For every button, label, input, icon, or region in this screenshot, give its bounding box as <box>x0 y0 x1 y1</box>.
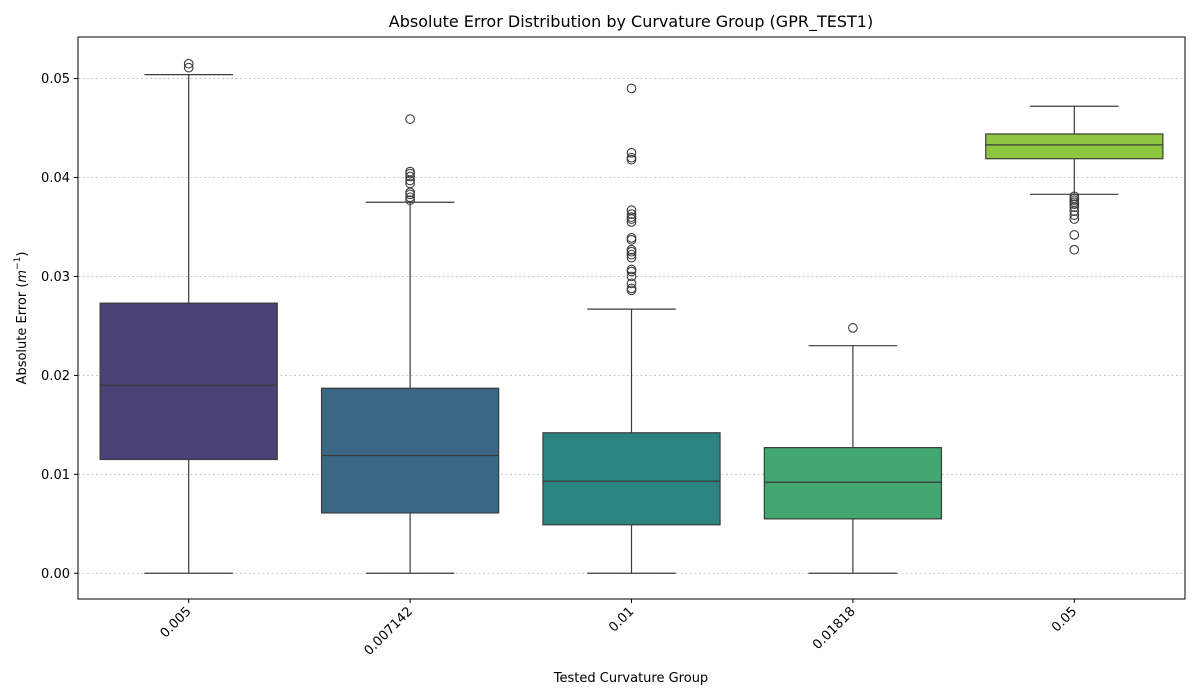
y-axis-label: Absolute Error (m−1) <box>13 252 30 385</box>
outlier-point <box>626 283 637 294</box>
outlier-point <box>405 178 415 189</box>
y-tick-label: 0.01 <box>41 468 70 483</box>
outlier-point <box>626 278 637 289</box>
outlier-point <box>405 195 415 206</box>
x-tick-label: 0.007142 <box>361 604 415 658</box>
y-tick-label: 0.04 <box>41 171 70 186</box>
y-axis-label-exponent: −1 <box>13 257 23 270</box>
outlier-point <box>626 212 637 222</box>
x-axis-ticks: 0.005 0.007142 0.01 0.01818 0.05 <box>158 599 1080 659</box>
outlier-point <box>405 171 415 182</box>
y-tick-label: 0.00 <box>41 567 70 582</box>
outlier-point <box>626 233 637 243</box>
outlier-point <box>405 187 415 198</box>
outlier-point <box>848 323 858 333</box>
y-tick-label: 0.02 <box>41 369 70 384</box>
chart-title: Absolute Error Distribution by Curvature… <box>389 12 873 32</box>
box-group <box>542 83 721 574</box>
y-axis-ticks: 0.00 0.01 0.02 0.03 0.04 0.05 <box>41 72 78 582</box>
outlier-point <box>183 62 194 73</box>
outlier-point <box>1069 244 1080 255</box>
box-iqr <box>763 447 943 520</box>
outlier-point <box>1069 230 1080 240</box>
box-group <box>320 114 500 574</box>
y-axis-label-text: Absolute Error ( <box>15 283 30 385</box>
outlier-point <box>183 58 194 69</box>
outlier-point <box>626 271 637 282</box>
outlier-point <box>626 249 637 260</box>
x-tick-label: 0.01 <box>606 604 637 635</box>
outlier-point <box>626 205 637 216</box>
boxes <box>99 58 1164 574</box>
y-axis-label-close: ) <box>15 252 30 257</box>
outlier-point <box>626 252 637 263</box>
box-group <box>763 323 943 574</box>
outlier-point <box>626 264 637 275</box>
box-group <box>99 58 278 574</box>
box-group <box>985 105 1164 255</box>
box-iqr <box>99 302 278 461</box>
outlier-point <box>405 192 415 203</box>
outlier-point <box>405 166 415 177</box>
x-tick-label: 0.01818 <box>810 604 859 653</box>
y-tick-label: 0.05 <box>41 72 70 87</box>
outlier-point <box>626 244 637 255</box>
outlier-point <box>1069 210 1080 220</box>
outlier-point <box>626 209 637 219</box>
box-iqr <box>542 432 721 526</box>
y-tick-label: 0.03 <box>41 270 70 285</box>
x-tick-label: 0.05 <box>1049 604 1080 635</box>
x-tick-label: 0.005 <box>158 604 195 641</box>
outlier-point <box>626 152 637 163</box>
y-axis-label-unit: m <box>15 270 30 283</box>
outlier-point <box>626 83 637 94</box>
outlier-point <box>626 234 637 245</box>
outlier-point <box>1069 214 1080 224</box>
outlier-point <box>1069 191 1080 202</box>
outlier-point <box>626 266 637 277</box>
box-iqr <box>985 133 1164 160</box>
outlier-point <box>405 114 415 124</box>
x-axis-label: Tested Curvature Group <box>553 671 708 686</box>
outlier-point <box>626 147 637 158</box>
outlier-point <box>626 217 637 227</box>
box-iqr <box>320 387 500 514</box>
